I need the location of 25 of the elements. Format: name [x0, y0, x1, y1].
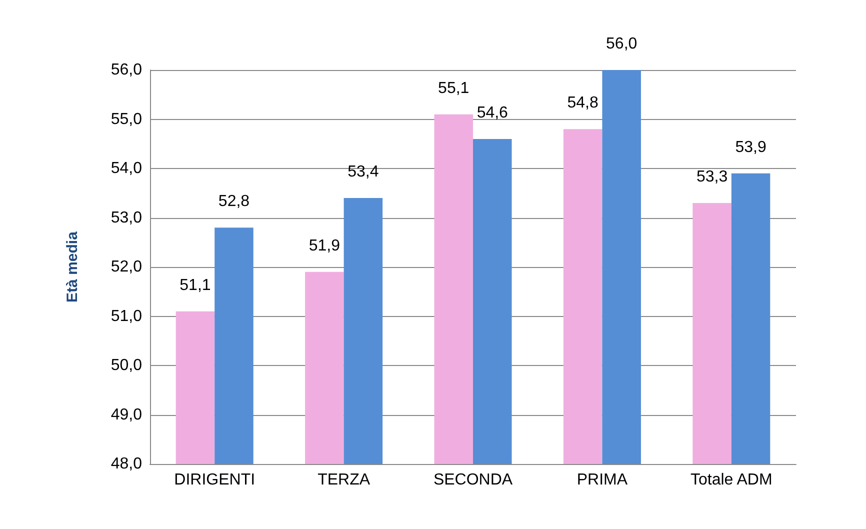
x-tick-label: PRIMA	[576, 472, 628, 488]
y-tick-label: 50,0	[110, 357, 142, 374]
data-label: 55,1	[438, 80, 470, 97]
x-tick-label: Totale ADM	[690, 472, 772, 488]
x-tick-label: SECONDA	[433, 472, 513, 488]
data-label: 54,8	[567, 94, 598, 112]
y-tick-label: 55,0	[110, 110, 142, 128]
y-tick-label: 53,0	[110, 209, 142, 226]
y-axis-title: Età media	[64, 230, 81, 302]
data-label: 53,9	[735, 138, 766, 156]
y-tick-label: 49,0	[110, 406, 142, 424]
data-label: 51,1	[180, 276, 211, 294]
data-label: 52,8	[218, 193, 250, 210]
y-tick-label: 52,0	[110, 258, 142, 276]
x-tick-label: TERZA	[318, 472, 370, 488]
x-tick-label: DIRIGENTI	[174, 472, 256, 488]
data-label: 53,4	[348, 164, 379, 181]
y-tick-label: 56,0	[110, 62, 142, 78]
data-label: 54,6	[476, 104, 508, 122]
data-label: 56,0	[606, 36, 638, 52]
data-label: 51,9	[308, 237, 340, 254]
data-label: 53,3	[696, 168, 728, 186]
y-tick-label: 48,0	[110, 456, 142, 472]
y-tick-label: 54,0	[110, 160, 142, 177]
y-tick-label: 51,0	[110, 308, 142, 325]
